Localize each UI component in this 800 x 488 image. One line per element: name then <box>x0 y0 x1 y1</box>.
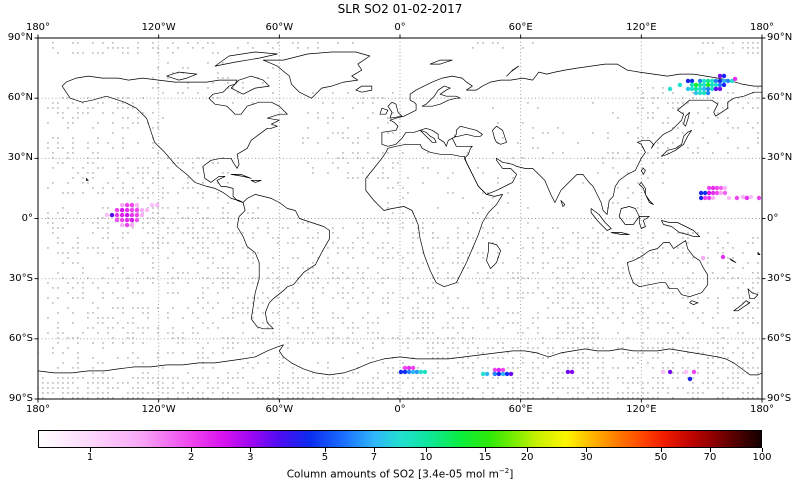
lat-tick-label-right: 60°N <box>767 92 793 104</box>
colorbar-label: Column amounts of SO2 [3.4e-05 mol m−2] <box>0 465 800 482</box>
colorbar-tick-label: 2 <box>187 452 195 463</box>
map-frame <box>37 37 763 400</box>
lon-tick-label-top: 180° <box>25 22 51 33</box>
lon-tick-label-bottom: 120°W <box>141 404 176 415</box>
colorbar-tickmark <box>527 448 529 452</box>
so2-data-points-layer <box>104 73 762 382</box>
lon-tick-label-top: 60°W <box>265 22 294 33</box>
colorbar-tick-label: 3 <box>247 452 254 463</box>
lon-tick-label-top: 120°E <box>626 22 657 33</box>
lat-tick-label-left: 90°N <box>7 32 33 43</box>
lat-tick-label-right: 30°N <box>767 152 793 164</box>
colorbar-tickmark <box>426 448 428 452</box>
colorbar-tickmark <box>191 448 193 452</box>
gridlines-layer <box>38 38 762 399</box>
lat-tick-label-right: 0° <box>767 212 779 224</box>
colorbar-tick-label: 1 <box>86 452 94 463</box>
coverage-stipple-layer <box>38 42 759 399</box>
colorbar-tick-label: 30 <box>579 452 593 463</box>
colorbar-tick-label: 5 <box>321 452 329 463</box>
axis-ticks-layer <box>34 34 766 403</box>
colorbar <box>38 430 762 448</box>
lat-tick-label-left: 30°N <box>7 152 33 164</box>
colorbar-tick-label: 20 <box>520 452 534 463</box>
colorbar-tick-label: 7 <box>370 452 378 463</box>
coastlines-layer <box>38 51 762 376</box>
lon-tick-label-bottom: 0° <box>394 404 406 415</box>
colorbar-tickmark <box>709 448 711 452</box>
lon-tick-label-top: 120°W <box>141 22 176 33</box>
lon-tick-label-bottom: 180° <box>25 404 51 415</box>
colorbar-tick-label: 50 <box>654 452 668 463</box>
lon-tick-label-bottom: 180° <box>749 404 775 415</box>
lat-tick-label-left: 30°S <box>8 272 33 284</box>
colorbar-tick-label: 15 <box>478 452 492 463</box>
colorbar-tickmark <box>485 448 487 452</box>
lat-tick-label-right: 90°S <box>767 393 792 404</box>
colorbar-tickmark <box>762 448 763 452</box>
colorbar-tickmark <box>373 448 375 452</box>
colorbar-tickmark <box>324 448 326 452</box>
lat-tick-label-left: 60°S <box>8 332 33 344</box>
colorbar-label-text: Column amounts of SO2 [3.4e-05 mol m <box>286 468 499 481</box>
lon-tick-label-bottom: 120°E <box>626 404 657 415</box>
lat-tick-label-left: 0° <box>21 212 33 224</box>
colorbar-label-exponent: −2 <box>498 467 510 475</box>
lon-tick-label-top: 0° <box>394 22 406 33</box>
colorbar-tick-label: 70 <box>703 452 717 463</box>
colorbar-tickmark <box>660 448 662 452</box>
lon-tick-label-top: 180° <box>749 22 775 33</box>
colorbar-tickmark <box>586 448 588 452</box>
lon-tick-label-bottom: 60°W <box>265 404 294 415</box>
lat-tick-label-right: 90°N <box>767 32 793 43</box>
colorbar-tickmark <box>250 448 252 452</box>
colorbar-label-close: ] <box>509 468 514 481</box>
lon-tick-label-bottom: 60°E <box>508 404 533 415</box>
lon-tick-label-top: 60°E <box>508 22 533 33</box>
plot-title: SLR SO2 01-02-2017 <box>337 2 463 16</box>
colorbar-tickmark <box>90 448 92 452</box>
colorbar-tick-label: 100 <box>752 452 772 463</box>
colorbar-tick-label: 10 <box>419 452 433 463</box>
lat-tick-label-right: 60°S <box>767 332 792 344</box>
lat-tick-label-left: 90°S <box>8 393 33 404</box>
lat-tick-label-right: 30°S <box>767 272 792 284</box>
lat-tick-label-left: 60°N <box>7 92 33 104</box>
